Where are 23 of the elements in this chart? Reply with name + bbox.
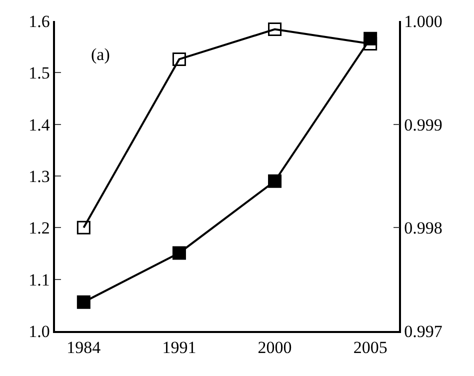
y2-tick-label: 0.999 xyxy=(404,115,442,134)
y-tick-label: 1.6 xyxy=(28,12,50,31)
x-tick-label: 1991 xyxy=(162,338,196,358)
y2-tick-label: 0.998 xyxy=(404,218,442,238)
y-tick-label: 1.4 xyxy=(28,115,50,134)
y-tick-label: 1.5 xyxy=(28,64,50,83)
y-tick-label: 1.3 xyxy=(28,166,50,186)
annotation: (a) xyxy=(91,45,110,64)
point xyxy=(268,22,282,36)
point xyxy=(76,295,90,309)
y-tick-label: 1.1 xyxy=(28,270,50,290)
y-tick-label: 1.2 xyxy=(28,218,50,238)
point xyxy=(364,36,378,50)
x-tick-label: 1984 xyxy=(66,338,102,358)
x-tick-label: 2000 xyxy=(258,338,292,358)
point xyxy=(172,52,186,66)
x-tick-label: 2005 xyxy=(353,338,388,358)
y2-tick-label: 0.997 xyxy=(404,322,443,341)
point xyxy=(172,246,186,260)
y2-tick-label: 1.000 xyxy=(404,12,442,31)
point xyxy=(268,174,282,188)
point xyxy=(76,220,90,234)
y-tick-label: 1.0 xyxy=(28,322,50,341)
